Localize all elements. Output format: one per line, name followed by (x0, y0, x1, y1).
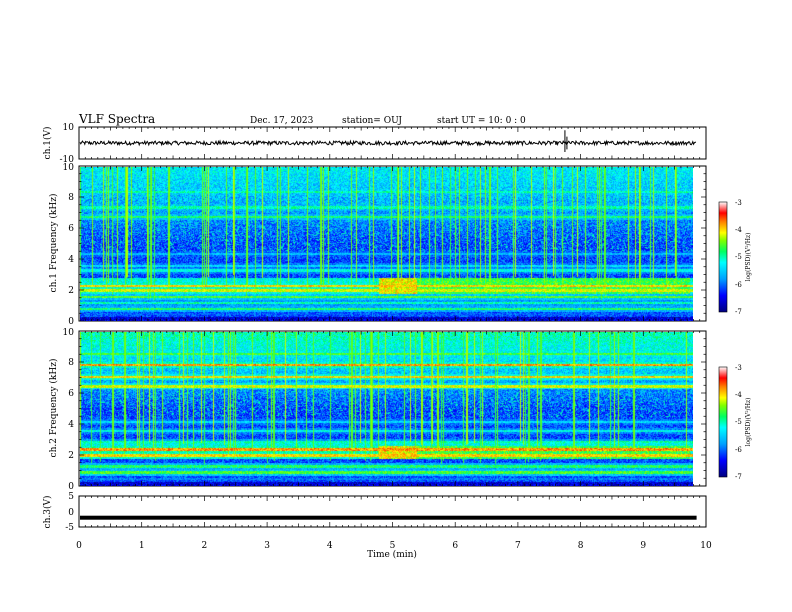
ch1-ticks (78, 127, 707, 159)
cb1-label: log(PSD)(V²/Hz) (745, 233, 752, 282)
ch1-freq-ticklabels: 0 2 4 6 8 10 (63, 163, 75, 327)
x-tick-label-8: 8 (578, 541, 584, 551)
cb2-tick-m4: -4 (735, 391, 742, 399)
x-tick-label-10: 10 (700, 541, 712, 551)
figure-title: VLF Spectra (78, 112, 155, 126)
cb2-tick-m7: -7 (735, 473, 742, 481)
x-tick-label-4: 4 (327, 541, 333, 551)
ch3-waveform-trace (80, 515, 697, 520)
ch3-waveform-panel: 5 0 -5 ch.3(V) (42, 492, 707, 533)
ch2-spectrogram-image (80, 332, 693, 486)
ch2-ytick-2: 2 (68, 451, 74, 461)
ch2-ytick-4: 4 (68, 420, 74, 430)
start-time-label: start UT = 10: 0 : 0 (437, 116, 526, 126)
x-tick-label-3: 3 (264, 541, 270, 551)
cb1-tick-m4: -4 (735, 226, 742, 234)
ch1-spectrogram-image (80, 167, 693, 321)
x-tick-label-0: 0 (76, 541, 82, 551)
ch2-ytick-8: 8 (68, 358, 74, 368)
ch1-ytick-10: 10 (63, 163, 75, 173)
x-axis-label: Time (min) (367, 549, 417, 560)
cb2-tick-m3: -3 (735, 364, 742, 372)
x-tick-label-7: 7 (515, 541, 521, 551)
ch3-ytick-bottom: -5 (65, 523, 74, 533)
ch2-ytick-6: 6 (68, 389, 74, 399)
ch2-ytick-10: 10 (63, 328, 75, 338)
ch2-ytick-0: 0 (68, 482, 74, 492)
date-label: Dec. 17, 2023 (250, 116, 314, 126)
ch1-ytick-0: 0 (68, 317, 74, 327)
x-tick-label-9: 9 (640, 541, 646, 551)
ch2-freq-ylabel: ch.2 Frequency (kHz) (48, 359, 59, 458)
cb1-tick-m7: -7 (735, 308, 742, 316)
ch2-colorbar: -3 -4 -5 -6 -7 log(PSD)(V²/Hz) (718, 364, 752, 481)
ch1-ytick-4: 4 (68, 255, 74, 265)
x-tick-labels: 0 1 2 3 4 5 6 7 8 9 10 (76, 541, 712, 551)
ch1-ytick-6: 6 (68, 224, 74, 234)
ch3-ytick-mid: 0 (68, 508, 74, 518)
ch2-spectrogram-panel: 0 2 4 6 8 10 ch.2 Frequency (kHz) (48, 328, 707, 492)
ch1-ytick-2: 2 (68, 286, 74, 296)
x-tick-label-1: 1 (139, 541, 145, 551)
ch1-freq-ylabel: ch.1 Frequency (kHz) (48, 194, 59, 293)
ch1-waveform-panel: 10 -10 ch.1(V) (42, 123, 707, 165)
cb1-tick-m6: -6 (735, 281, 742, 289)
ch3-ylabel: ch.3(V) (42, 496, 53, 529)
cb2-label: log(PSD)(V²/Hz) (745, 398, 752, 447)
ch1-ytick-8: 8 (68, 193, 74, 203)
cb2-tick-m6: -6 (735, 446, 742, 454)
ch2-freq-ticklabels: 0 2 4 6 8 10 (63, 328, 75, 492)
cb1-tick-m5: -5 (735, 253, 742, 261)
ch1-waveform-trace (79, 130, 697, 152)
x-tick-label-2: 2 (202, 541, 208, 551)
ch1-colorbar: -3 -4 -5 -6 -7 log(PSD)(V²/Hz) (718, 199, 752, 316)
ch2-spectrogram-ticks (78, 330, 707, 487)
ch1-ylabel: ch.1(V) (42, 127, 53, 160)
x-tick-label-6: 6 (452, 541, 458, 551)
cb1-tick-m3: -3 (735, 199, 742, 207)
ch1-ytick-top: 10 (63, 123, 75, 133)
ch1-ytick-bottom: -10 (60, 155, 75, 165)
station-label: station= OUJ (342, 116, 402, 126)
x-tick-label-5: 5 (390, 541, 396, 551)
ch1-spectrogram-ticks (78, 165, 707, 322)
ch3-ticks (78, 496, 707, 527)
ch1-spectrogram-panel: 0 2 4 6 8 10 ch.1 Frequency (kHz) (48, 163, 707, 327)
ch3-ytick-top: 5 (68, 492, 74, 502)
cb2-tick-m5: -5 (735, 418, 742, 426)
